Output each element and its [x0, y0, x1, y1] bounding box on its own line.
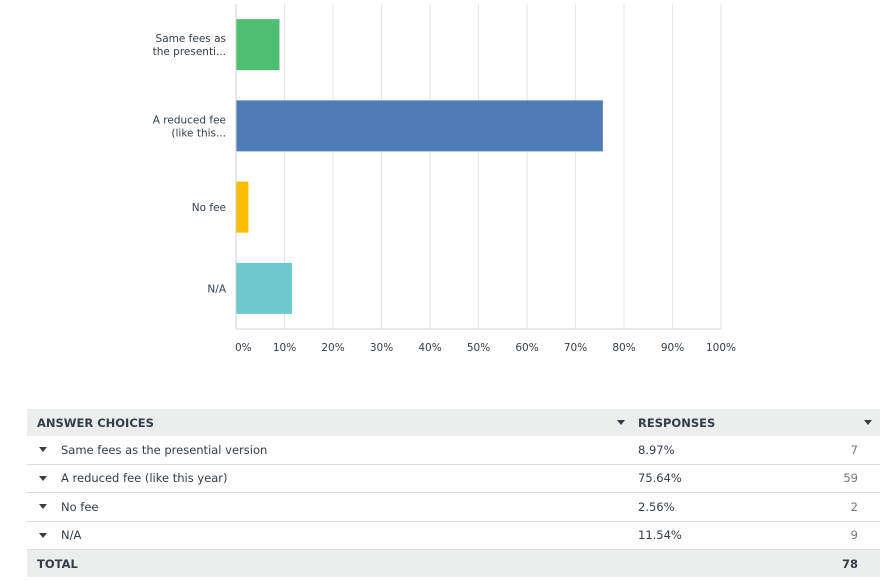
table-row: N/A 11.54% 9 [27, 522, 880, 550]
response-percent: 75.64% [638, 471, 682, 486]
expand-caret-icon[interactable] [39, 504, 47, 510]
bar-chart: Same fees as the presenti... A reduced fee… [153, 4, 736, 354]
response-percent: 8.97% [638, 442, 675, 457]
x-tick-label: 0% [235, 342, 252, 354]
expand-caret-icon[interactable] [39, 475, 47, 481]
answer-choice-label: No fee [61, 499, 99, 514]
table-total-row: TOTAL 78 [27, 550, 880, 577]
answer-choice-label: Same fees as the presential version [61, 442, 268, 457]
expand-caret-icon[interactable] [39, 447, 47, 453]
expand-caret-icon[interactable] [39, 532, 47, 538]
category-label-line: Same fees as [156, 33, 226, 45]
sort-caret-icon[interactable] [864, 420, 872, 425]
x-tick-label: 10% [273, 342, 296, 354]
answer-choice-label: A reduced fee (like this year) [61, 471, 228, 486]
table-row: No fee 2.56% 2 [27, 493, 880, 522]
answer-table: ANSWER CHOICES RESPONSES Same fees as th… [27, 409, 880, 577]
category-label: A reduced fee (like this... [153, 114, 226, 139]
category-label: Same fees as the presenti... [153, 33, 226, 58]
answer-choices-header[interactable]: ANSWER CHOICES [27, 416, 637, 430]
total-label: TOTAL [37, 556, 78, 571]
table-row: A reduced fee (like this year) 75.64% 59 [27, 465, 880, 493]
category-label-line: (like this... [171, 127, 226, 139]
response-count: 59 [843, 471, 858, 486]
x-tick-label: 60% [515, 342, 538, 354]
answer-choice-label: N/A [61, 528, 82, 543]
total-count: 78 [841, 556, 858, 571]
x-tick-label: 100% [706, 342, 736, 354]
table-row: Same fees as the presential version 8.97… [27, 436, 880, 465]
x-tick-label: 80% [612, 342, 635, 354]
answer-choices-header-label: ANSWER CHOICES [37, 415, 154, 430]
x-tick-label: 90% [661, 342, 684, 354]
table-header: ANSWER CHOICES RESPONSES [27, 409, 880, 436]
x-tick-label: 50% [467, 342, 490, 354]
sort-caret-icon[interactable] [617, 420, 625, 425]
responses-header-label: RESPONSES [638, 415, 716, 430]
bar [236, 19, 280, 71]
category-label-line: A reduced fee [153, 114, 226, 126]
x-tick-label: 20% [321, 342, 344, 354]
response-count: 9 [850, 528, 858, 543]
category-label-line: the presenti... [153, 46, 226, 58]
category-label-line: No fee [192, 202, 226, 214]
response-count: 2 [850, 499, 858, 514]
response-percent: 11.54% [638, 528, 682, 543]
bar [236, 181, 249, 233]
x-tick-label: 30% [370, 342, 393, 354]
x-tick-label: 70% [564, 342, 587, 354]
response-count: 7 [850, 442, 858, 457]
x-tick-label: 40% [418, 342, 441, 354]
bar [236, 262, 292, 314]
category-label: No fee [192, 202, 226, 214]
category-label: N/A [207, 283, 226, 295]
bar [236, 100, 603, 152]
responses-header[interactable]: RESPONSES [637, 416, 880, 430]
category-label-line: N/A [207, 283, 226, 295]
response-percent: 2.56% [638, 499, 675, 514]
